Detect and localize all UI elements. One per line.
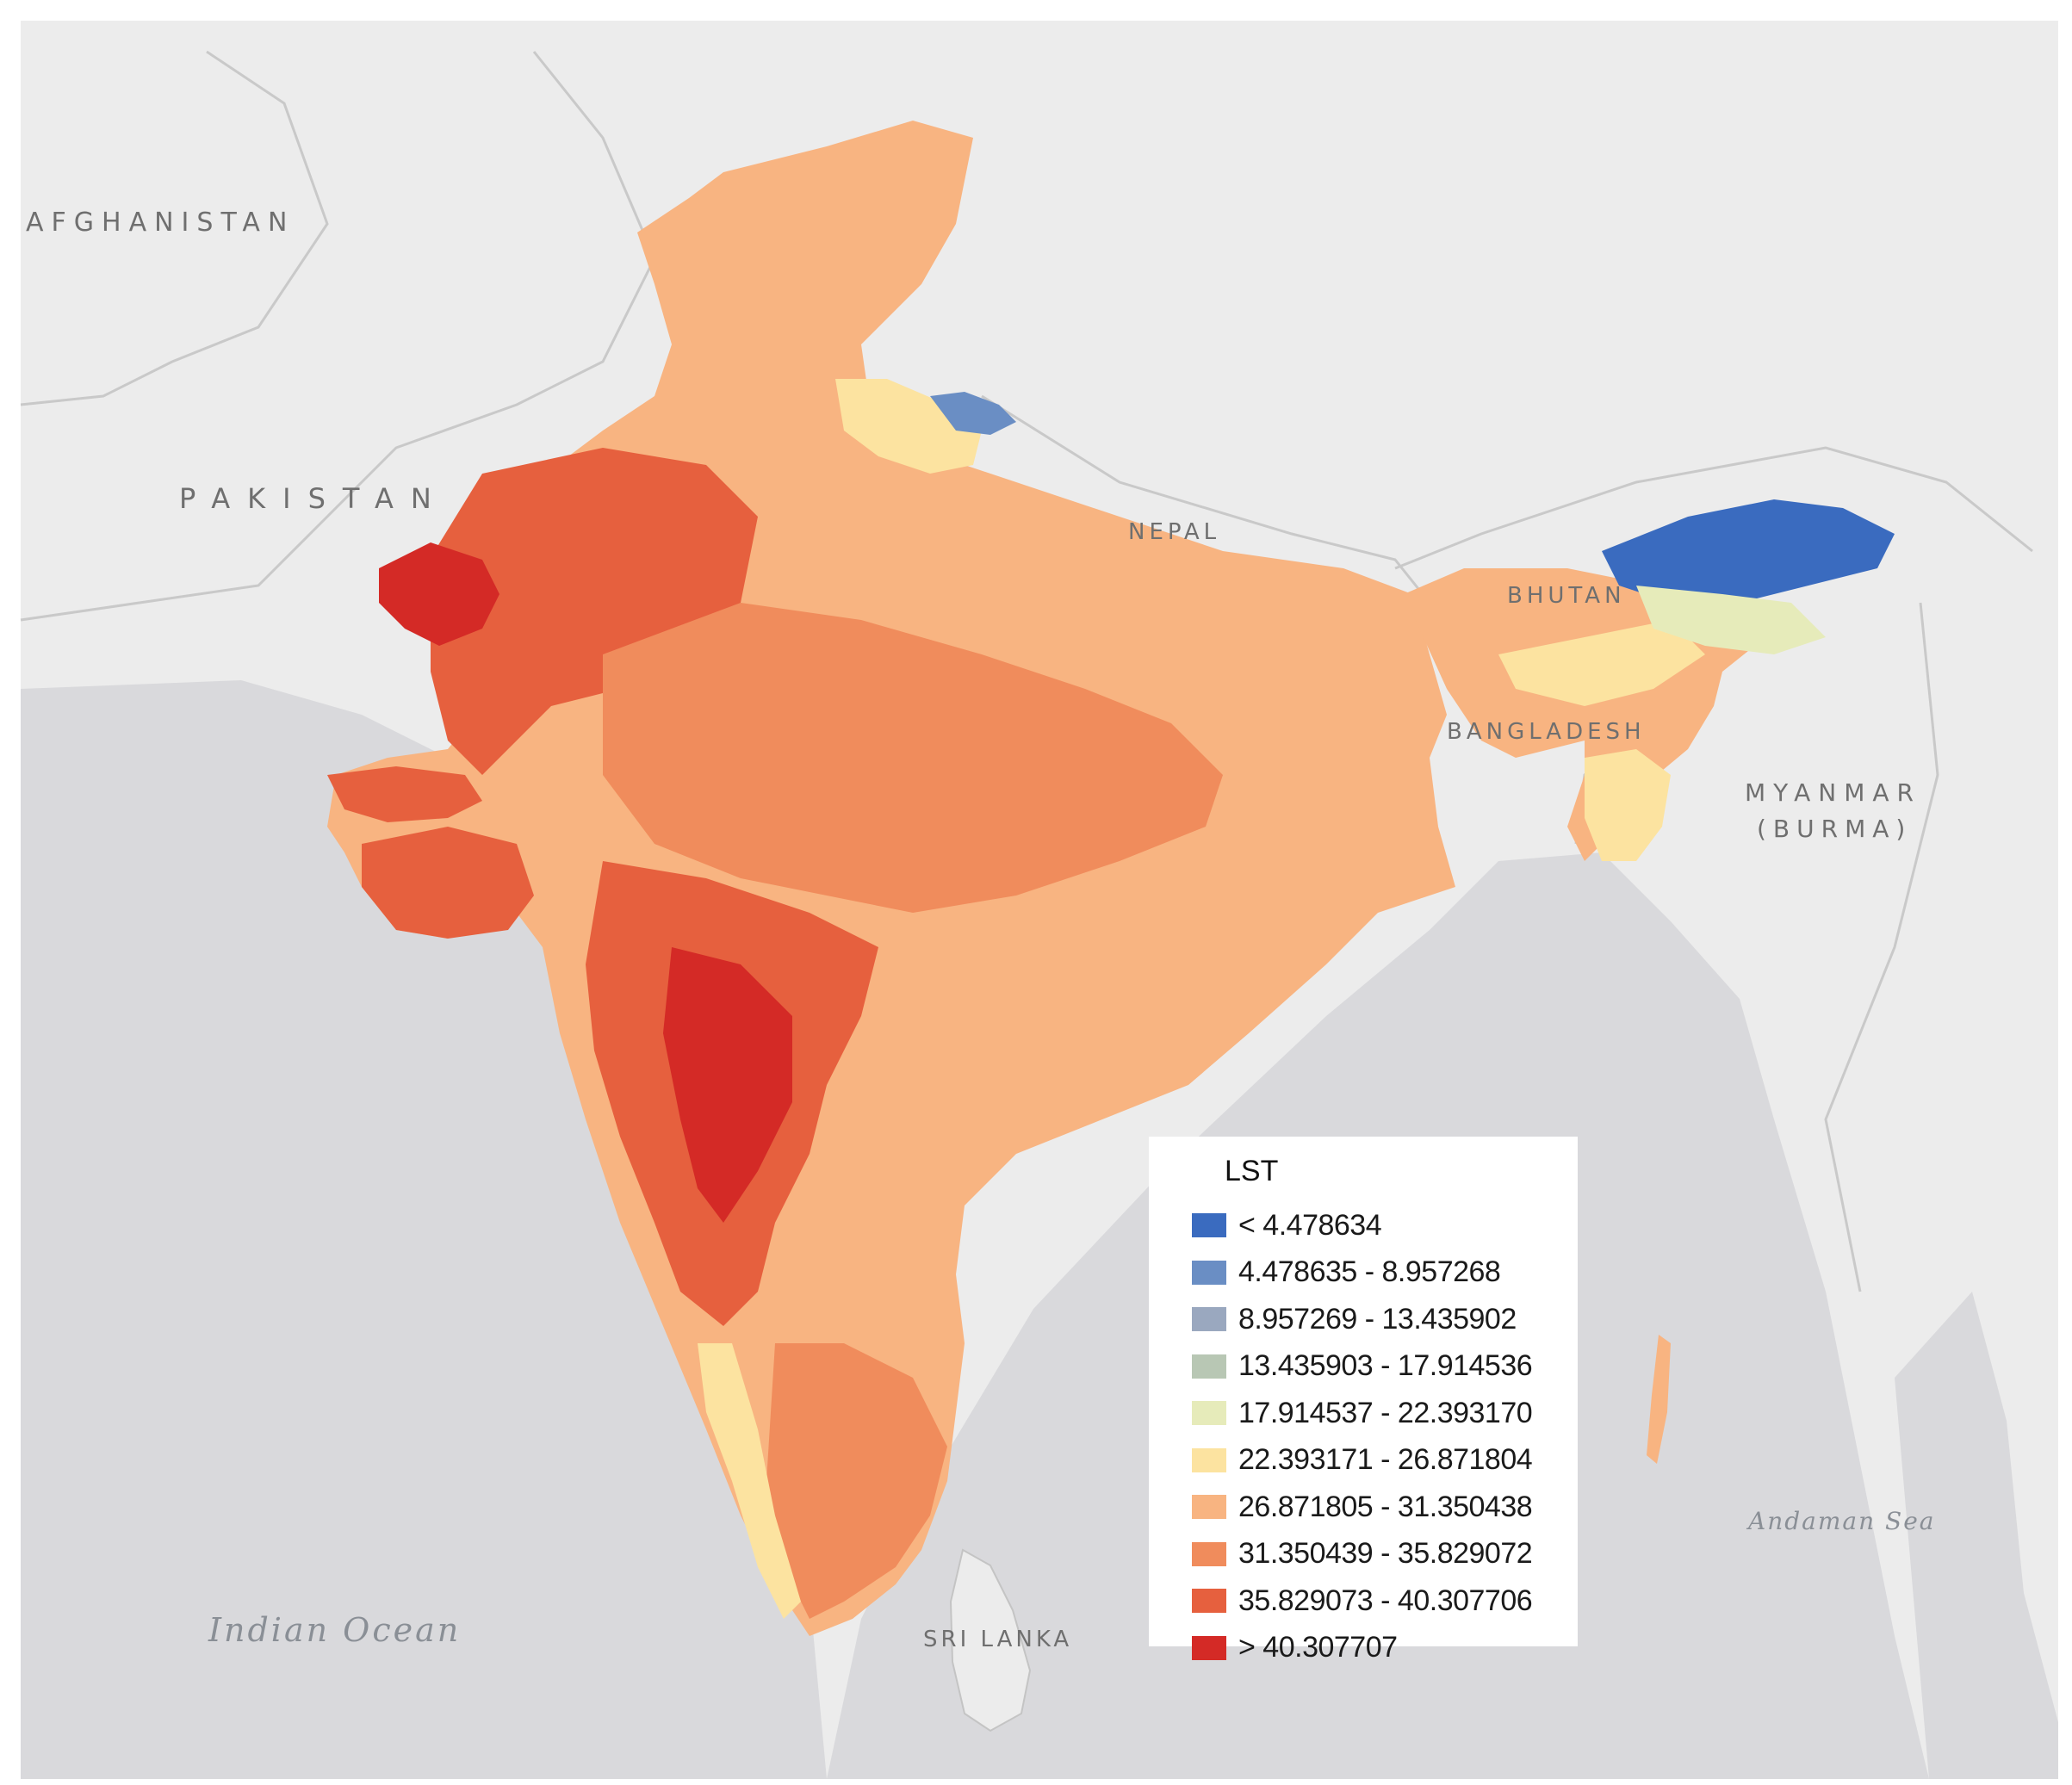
legend-label: 13.435903 - 17.914536 — [1238, 1349, 1533, 1383]
label-pakistan: PAKISTAN — [179, 482, 449, 515]
label-bhutan: BHUTAN — [1507, 583, 1626, 609]
andaman-islands — [1647, 1335, 1671, 1464]
arunachal-cold — [1602, 499, 1895, 603]
legend-swatch — [1192, 1447, 1226, 1472]
uttarakhand-cool — [835, 379, 982, 474]
label-nepal: NEPAL — [1128, 519, 1220, 545]
label-afghanistan: AFGHANISTAN — [26, 208, 295, 238]
legend-item: 4.478635 - 8.957268 — [1192, 1249, 1578, 1297]
lst-legend: LST < 4.478634 4.478635 - 8.957268 8.95726… — [1149, 1137, 1578, 1664]
uttarakhand-cold — [930, 392, 1016, 435]
legend-label: 4.478635 - 8.957268 — [1238, 1255, 1501, 1289]
legend-label: 31.350439 - 35.829072 — [1238, 1537, 1533, 1571]
label-indian-ocean: Indian Ocean — [208, 1611, 461, 1649]
legend-swatch — [1192, 1635, 1226, 1660]
country-borders — [20, 50, 2033, 1292]
legend-swatch — [1192, 1260, 1226, 1285]
legend-item: < 4.478634 — [1192, 1202, 1578, 1249]
legend-swatch — [1192, 1354, 1226, 1379]
legend-item: 17.914537 - 22.393170 — [1192, 1390, 1578, 1437]
western-ghats-cool — [698, 1343, 801, 1619]
legend-swatch — [1192, 1307, 1226, 1332]
mizoram-cool — [1585, 749, 1671, 861]
label-andaman-sea: Andaman Sea — [1746, 1507, 1936, 1535]
legend-item: 8.957269 - 13.435902 — [1192, 1296, 1578, 1343]
legend-rows: < 4.478634 4.478635 - 8.957268 8.957269 - … — [1192, 1202, 1578, 1671]
rajasthan-hot — [413, 448, 758, 775]
central-warm — [603, 603, 1223, 913]
legend-label: 17.914537 - 22.393170 — [1238, 1396, 1533, 1429]
kathiawar — [362, 827, 534, 939]
legend-swatch — [1192, 1541, 1226, 1566]
legend-title: LST — [1225, 1155, 1279, 1187]
legend-item: > 40.307707 — [1192, 1625, 1578, 1672]
legend-label: > 40.307707 — [1238, 1631, 1398, 1664]
assam-valley-cool — [1498, 620, 1705, 706]
arabian-sea — [21, 680, 827, 1779]
deccan-hottest — [663, 947, 792, 1223]
label-myanmar: MYANMAR — [1745, 778, 1921, 807]
legend-label: 26.871805 - 31.350438 — [1238, 1490, 1533, 1523]
legend-item: 26.871805 - 31.350438 — [1192, 1484, 1578, 1531]
legend-item: 13.435903 - 17.914536 — [1192, 1343, 1578, 1391]
label-burma: (BURMA) — [1757, 815, 1912, 843]
legend-label: < 4.478634 — [1238, 1208, 1382, 1242]
legend-label: 35.829073 - 40.307706 — [1238, 1584, 1533, 1617]
thar-hottest — [379, 542, 499, 646]
legend-item: 35.829073 - 40.307706 — [1192, 1577, 1578, 1625]
legend-item: 22.393171 - 26.871804 — [1192, 1437, 1578, 1484]
label-bangladesh: BANGLADESH — [1447, 719, 1646, 745]
legend-label: 22.393171 - 26.871804 — [1238, 1443, 1533, 1477]
arunachal-cool — [1636, 586, 1826, 654]
label-sri-lanka: SRI LANKA — [923, 1627, 1072, 1652]
sri-lanka — [949, 1548, 1032, 1732]
legend-swatch — [1192, 1495, 1226, 1520]
legend-item: 31.350439 - 35.829072 — [1192, 1531, 1578, 1578]
legend-label: 8.957269 - 13.435902 — [1238, 1302, 1517, 1336]
legend-swatch — [1192, 1589, 1226, 1614]
legend-swatch — [1192, 1401, 1226, 1426]
india-lst-raster — [327, 121, 1895, 1636]
kutch — [327, 766, 482, 822]
tamilnadu-warm — [766, 1343, 947, 1619]
andaman-sea — [1895, 1292, 2058, 1779]
legend-swatch — [1192, 1213, 1226, 1238]
